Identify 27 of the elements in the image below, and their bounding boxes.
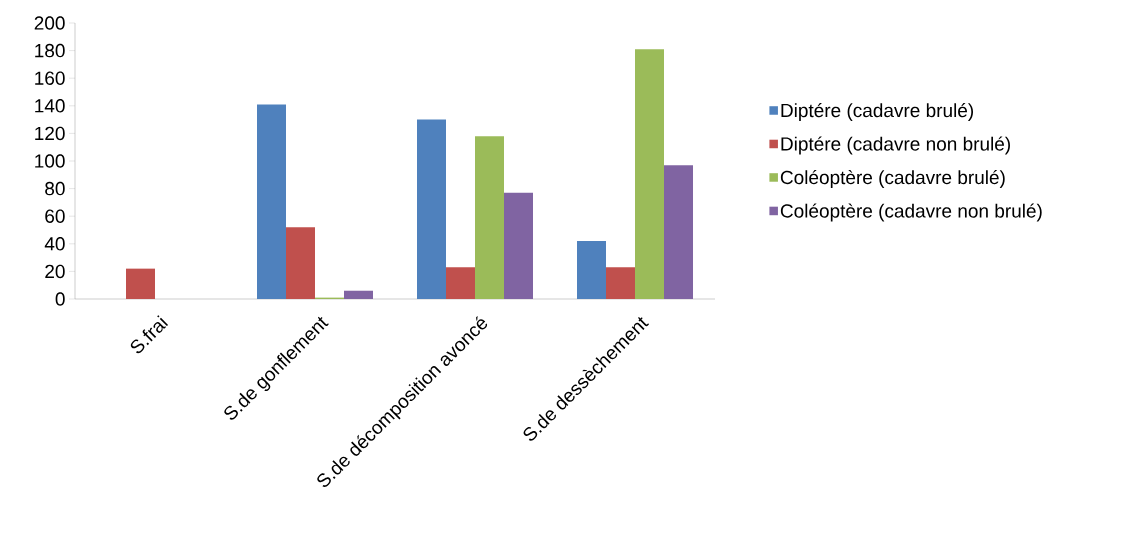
bar [475, 136, 504, 299]
y-tick-label: 140 [35, 99, 65, 113]
y-tick-label: 200 [34, 16, 65, 30]
legend-label: Coléoptère (cadavre brulé) [780, 170, 1005, 188]
bar [577, 241, 606, 299]
y-tick-label: 60 [45, 209, 65, 223]
bar [417, 119, 446, 299]
legend-label: Diptére (cadavre brulé) [781, 103, 974, 121]
bar [446, 267, 475, 299]
bar [126, 268, 155, 299]
y-tick-label: 0 [55, 292, 65, 306]
y-tick-label: 160 [35, 71, 65, 85]
bar [286, 227, 315, 299]
y-tick-label: 40 [44, 237, 65, 251]
y-tick-label: 180 [35, 43, 65, 58]
legend-label: Diptére (cadavre non brulé) [781, 136, 1010, 155]
bar [504, 192, 533, 299]
legend-label: Coléoptère (cadavre non brulé) [780, 203, 1042, 222]
y-tick-label: 100 [35, 154, 65, 168]
bar [635, 49, 664, 299]
y-tick-label: 80 [45, 181, 65, 196]
bar [257, 104, 286, 299]
y-tick-label: 20 [45, 264, 65, 279]
bar [344, 290, 373, 299]
bar [664, 165, 693, 299]
bar [606, 267, 635, 299]
y-tick-label: 120 [35, 126, 65, 141]
